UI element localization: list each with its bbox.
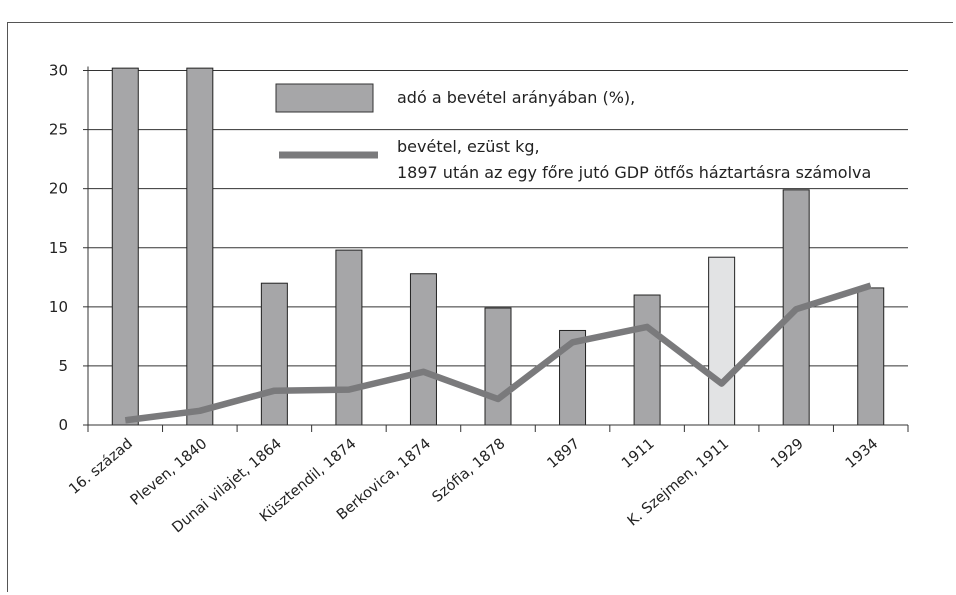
y-tick-label: 5: [58, 357, 68, 375]
x-tick-label: 1929: [768, 436, 807, 472]
legend: adó a bevétel arányában (%), bevétel, ez…: [275, 83, 871, 182]
y-tick-label: 15: [49, 239, 68, 257]
y-tick-label: 30: [49, 62, 68, 80]
bar: [111, 67, 139, 426]
x-tick-label: 1897: [545, 436, 584, 472]
legend-line-label-2: 1897 után az egy főre jutó GDP ötfős ház…: [397, 163, 871, 182]
bar: [260, 282, 288, 426]
bar: [708, 256, 736, 426]
y-tick-label: 25: [49, 121, 68, 139]
legend-bar-label: adó a bevétel arányában (%),: [397, 88, 635, 107]
y-tick-label: 20: [49, 180, 68, 198]
y-tick-label: 0: [58, 416, 68, 434]
x-tick-label: 1911: [619, 436, 658, 472]
bar: [857, 287, 885, 426]
bar: [335, 249, 363, 426]
bar: [633, 294, 661, 426]
x-tick-label: 16. század: [66, 436, 136, 498]
bar: [186, 67, 214, 426]
x-tick-label: Pleven, 1840: [128, 436, 211, 509]
line-series: [124, 282, 872, 424]
legend-line-label-1: bevétel, ezüst kg,: [397, 137, 540, 156]
bars: [111, 67, 885, 426]
y-tick-label: 10: [49, 298, 68, 316]
legend-bar-swatch: [275, 83, 374, 113]
series-line: [124, 282, 872, 424]
chart-frame: [7, 22, 953, 592]
bar: [409, 273, 437, 426]
x-tick-label: Szófia, 1878: [429, 436, 508, 506]
x-tick-label: 1934: [843, 436, 882, 472]
bar: [484, 307, 512, 426]
y-axis: 0 5 10 15 20 25 30: [49, 62, 89, 434]
